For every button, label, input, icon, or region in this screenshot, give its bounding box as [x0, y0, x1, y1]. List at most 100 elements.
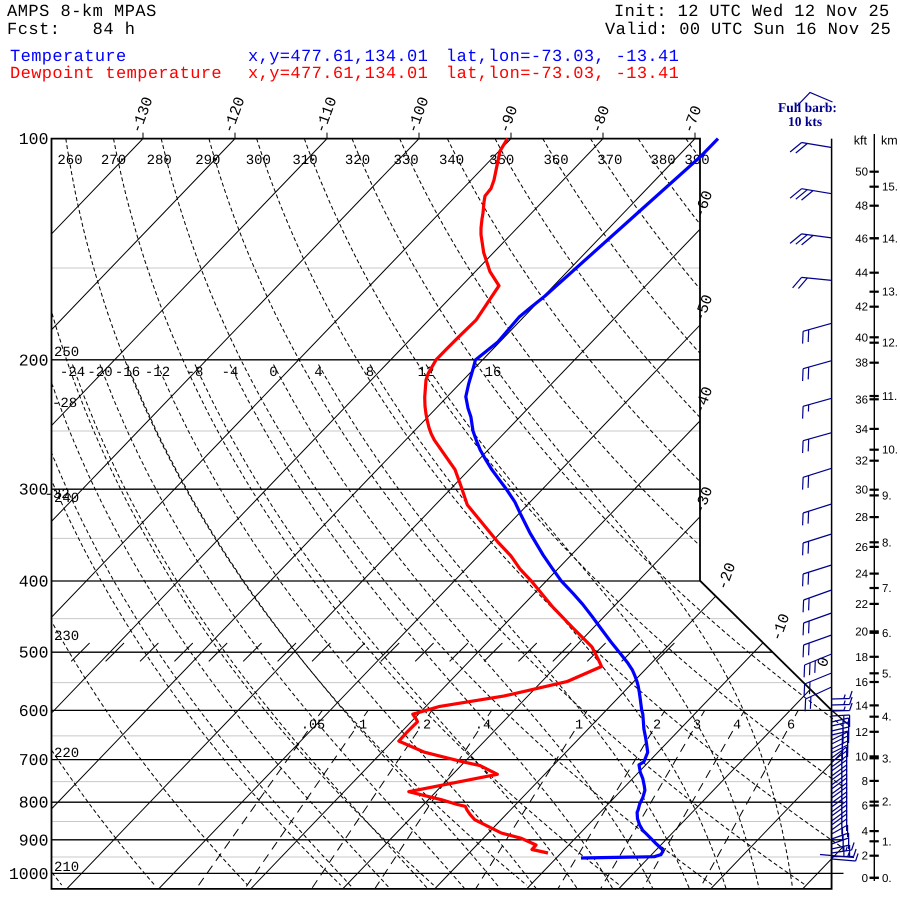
svg-text:48: 48 — [855, 201, 868, 213]
svg-text:8.: 8. — [882, 537, 892, 549]
svg-text:10 kts: 10 kts — [788, 114, 822, 129]
svg-text:16: 16 — [855, 677, 868, 689]
svg-text:4.: 4. — [882, 712, 892, 724]
svg-text:230: 230 — [54, 629, 79, 645]
svg-text:2: 2 — [653, 719, 661, 734]
svg-text:12.: 12. — [882, 338, 898, 350]
svg-text:250: 250 — [54, 345, 79, 361]
svg-text:210: 210 — [54, 860, 79, 876]
svg-text:-12: -12 — [145, 365, 170, 381]
svg-text:22: 22 — [855, 599, 868, 611]
svg-text:8: 8 — [862, 776, 868, 788]
svg-text:360: 360 — [543, 153, 568, 169]
svg-text:300: 300 — [246, 153, 271, 169]
svg-text:260: 260 — [57, 153, 82, 169]
svg-text:Dewpoint temperature: Dewpoint temperature — [10, 65, 222, 84]
svg-text:3: 3 — [693, 719, 701, 734]
svg-text:42: 42 — [855, 302, 868, 314]
svg-text:2: 2 — [862, 851, 868, 863]
svg-text:-16: -16 — [115, 365, 140, 381]
svg-text:Full barb:: Full barb: — [778, 100, 837, 115]
svg-text:600: 600 — [19, 702, 49, 721]
svg-text:6: 6 — [862, 801, 868, 813]
svg-text:-4: -4 — [222, 365, 239, 381]
svg-text:380: 380 — [650, 153, 675, 169]
svg-text:50: 50 — [855, 167, 868, 179]
svg-text:km: km — [881, 134, 898, 148]
svg-text:-32: -32 — [45, 487, 70, 503]
svg-text:-24: -24 — [60, 365, 85, 381]
svg-text:lat,lon=-73.03, -13.41: lat,lon=-73.03, -13.41 — [446, 65, 679, 84]
svg-text:13.: 13. — [882, 287, 898, 299]
svg-text:10: 10 — [855, 751, 868, 763]
svg-text:4: 4 — [862, 826, 869, 838]
svg-text:-28: -28 — [52, 396, 77, 412]
svg-text:5.: 5. — [882, 668, 892, 680]
svg-text:15.: 15. — [882, 182, 898, 194]
svg-text:Fcst: 84 h: Fcst: 84 h — [7, 21, 135, 40]
svg-text:100: 100 — [19, 130, 49, 149]
svg-text:-20: -20 — [87, 365, 112, 381]
svg-text:280: 280 — [147, 153, 172, 169]
svg-text:290: 290 — [195, 153, 220, 169]
svg-text:1.: 1. — [882, 836, 892, 848]
svg-text:6.: 6. — [882, 628, 892, 640]
svg-text:1: 1 — [575, 719, 583, 734]
svg-text:7.: 7. — [882, 583, 892, 595]
svg-text:AMPS 8-km MPAS: AMPS 8-km MPAS — [7, 3, 157, 22]
svg-text:0.: 0. — [882, 873, 892, 885]
svg-text:14.: 14. — [882, 233, 898, 245]
svg-text:9.: 9. — [882, 490, 892, 502]
svg-text:34: 34 — [855, 424, 868, 436]
svg-text:32: 32 — [855, 456, 868, 468]
svg-text:Temperature: Temperature — [10, 48, 127, 67]
svg-text:310: 310 — [292, 153, 317, 169]
svg-text:30: 30 — [855, 485, 868, 497]
svg-text:46: 46 — [855, 233, 868, 245]
svg-text:350: 350 — [489, 153, 514, 169]
svg-text:220: 220 — [54, 746, 79, 762]
svg-text:x,y=477.61,134.01: x,y=477.61,134.01 — [248, 65, 428, 84]
svg-text:28: 28 — [855, 512, 868, 524]
svg-text:1000: 1000 — [9, 865, 49, 884]
svg-text:26: 26 — [855, 542, 868, 554]
svg-text:200: 200 — [19, 351, 49, 370]
svg-text:.4: .4 — [475, 719, 491, 734]
svg-text:330: 330 — [393, 153, 418, 169]
svg-text:270: 270 — [101, 153, 126, 169]
svg-text:4: 4 — [314, 365, 322, 381]
svg-text:900: 900 — [19, 831, 49, 850]
svg-text:0: 0 — [862, 873, 868, 885]
svg-text:320: 320 — [345, 153, 370, 169]
svg-text:700: 700 — [19, 751, 49, 770]
svg-text:Init: 12 UTC Wed 12 Nov 25: Init: 12 UTC Wed 12 Nov 25 — [614, 3, 890, 22]
svg-text:6: 6 — [787, 719, 795, 734]
svg-text:10.: 10. — [882, 445, 898, 457]
svg-text:16: 16 — [485, 365, 502, 381]
svg-text:.05: .05 — [301, 719, 325, 734]
svg-text:0: 0 — [269, 365, 277, 381]
svg-text:3.: 3. — [882, 753, 892, 765]
svg-text:370: 370 — [597, 153, 622, 169]
svg-text:18: 18 — [855, 652, 868, 664]
svg-text:Valid: 00 UTC Sun 16 Nov 25: Valid: 00 UTC Sun 16 Nov 25 — [605, 21, 891, 40]
svg-text:36: 36 — [855, 394, 868, 406]
svg-text:lat,lon=-73.03, -13.41: lat,lon=-73.03, -13.41 — [446, 48, 679, 67]
svg-text:24: 24 — [855, 569, 868, 581]
svg-text:500: 500 — [19, 644, 49, 663]
svg-text:11.: 11. — [882, 391, 897, 403]
svg-text:400: 400 — [19, 573, 49, 592]
svg-text:800: 800 — [19, 794, 49, 813]
svg-text:kft: kft — [854, 134, 868, 148]
svg-text:.1: .1 — [351, 719, 367, 734]
svg-text:8: 8 — [366, 365, 374, 381]
svg-text:4: 4 — [733, 719, 741, 734]
svg-text:20: 20 — [855, 626, 868, 638]
svg-text:2.: 2. — [882, 797, 892, 809]
svg-text:300: 300 — [19, 481, 49, 500]
svg-text:12: 12 — [855, 727, 868, 739]
svg-text:240: 240 — [54, 491, 79, 507]
svg-text:38: 38 — [855, 358, 868, 370]
svg-text:40: 40 — [855, 332, 868, 344]
svg-text:-8: -8 — [187, 365, 204, 381]
